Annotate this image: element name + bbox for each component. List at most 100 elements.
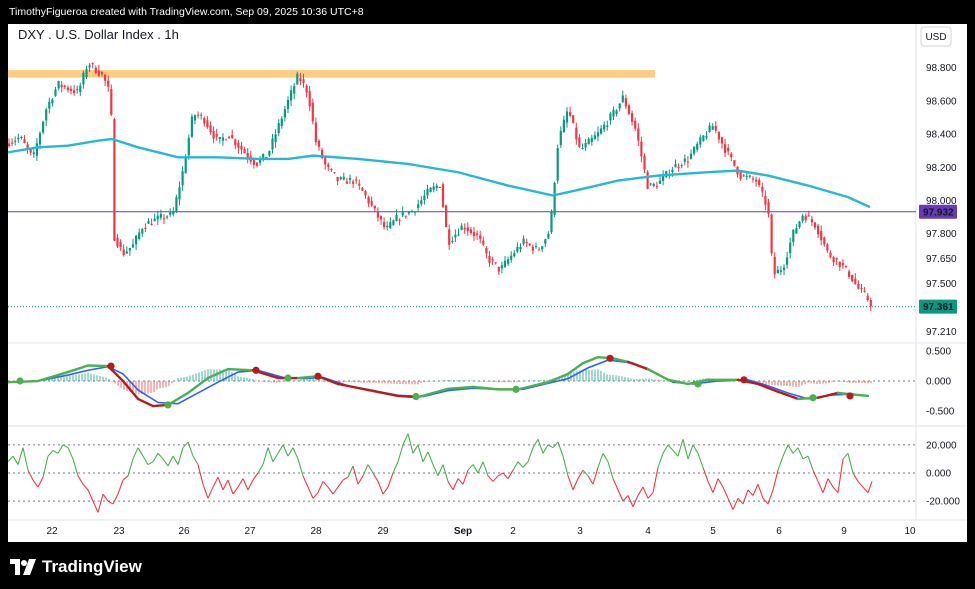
candle-body [358,183,361,186]
rsi-segment [757,484,764,499]
currency-button[interactable]: USD [920,26,952,47]
candle-body [544,239,547,244]
osc-histogram-bar [345,381,347,383]
rsi-segment [767,489,774,505]
tradingview-logo[interactable]: TradingView [10,556,142,578]
rsi-segment [52,450,59,454]
candle-body [417,204,420,208]
candle-body [113,119,116,241]
rsi-segment [697,453,704,468]
osc-histogram-bar [276,381,278,383]
candle-body [305,85,308,93]
candle-body [296,73,299,85]
candle-body [255,162,259,166]
rsi-segment [782,444,789,457]
candle-body [336,176,339,181]
osc-histogram-bar [195,373,197,382]
candle-body [538,249,541,251]
chart-panel[interactable]: 0.500 0.000 -0.500 20.000 0.000 -20.000 98.8… [8,24,967,542]
candle-body [280,118,283,126]
osc-histogram-bar [189,375,191,382]
candle-body [550,211,553,233]
osc-fast-segment [36,370,70,383]
candle-body [621,95,624,103]
osc-histogram-bar [780,381,782,386]
osc-histogram-bar [627,377,629,382]
osc-fast-segment [611,357,630,364]
osc-histogram-bar [207,369,209,382]
candle-body [259,159,262,163]
osc-histogram-bar [843,381,845,382]
candle-body [463,227,466,230]
osc-histogram-bar [789,381,791,387]
osc-histogram-bar [267,381,269,383]
candle-body [689,153,693,159]
rsi-segment [642,486,649,499]
rsi-segment [502,472,509,479]
rsi-segment [432,464,439,477]
candle-body [807,215,810,217]
osc-histogram-bar [834,381,836,382]
candle-body [717,131,720,140]
candle-body [643,155,646,170]
osc-histogram-bar [381,381,383,384]
candle-body [491,259,494,261]
candle-body [733,160,736,166]
candle-body [203,118,206,124]
rsi-tick-label: 20.000 [926,440,957,451]
rsi-segment [372,472,379,482]
osc-histogram-bar [645,378,647,382]
rsi-segment [187,441,194,457]
osc-histogram-bar [66,376,68,382]
osc-histogram-bar [96,375,98,382]
candle-body [758,179,761,186]
osc-histogram-bar [519,381,521,382]
osc-histogram-bar [852,381,854,383]
candle-body [789,242,792,254]
candle-body [131,244,135,248]
time-tick-label: 10 [904,526,916,537]
osc-histogram-bar [528,380,530,382]
candle-body [671,169,674,172]
osc-histogram-bar [99,376,101,382]
candle-body [277,123,280,134]
rsi-segment [312,492,319,499]
osc-histogram-bar [315,378,317,382]
osc-histogram-bar [231,372,233,382]
candle-body [85,69,88,77]
rsi-segment [537,439,544,454]
chart-svg[interactable]: 0.500 0.000 -0.500 20.000 0.000 -20.000 98.8… [8,24,967,542]
candle-body [624,98,627,107]
rsi-segment [242,478,249,491]
rsi-segment [857,481,864,488]
rsi-segment [217,477,224,491]
candle-body [26,144,29,149]
osc-histogram-bar [75,374,77,382]
rsi-segment [627,495,634,507]
candle-body [150,223,153,225]
osc-histogram-bar [492,381,494,382]
rsi-segment [532,438,539,448]
candle-body [497,266,500,272]
candle-body [612,109,615,117]
rsi-segment [797,447,804,460]
osc-histogram-bar [282,381,284,382]
candle-body [42,121,45,133]
candle-body [541,246,544,250]
osc-histogram-bar [837,380,839,382]
candle-body [29,149,32,153]
rsi-segment [832,486,839,494]
rsi-segment [382,486,389,495]
candle-body [169,211,172,215]
osc-histogram-bar [867,381,869,384]
rsi-segment [262,447,269,465]
osc-histogram-bar [300,379,302,382]
rsi-segment [622,495,629,502]
osc-histogram-bar [237,376,239,382]
rsi-segment [47,450,54,457]
osc-histogram-bar [351,381,353,383]
osc-histogram-bar [633,379,635,382]
osc-histogram-bar [90,373,92,382]
candle-body [274,134,277,143]
osc-histogram-bar [57,377,59,382]
